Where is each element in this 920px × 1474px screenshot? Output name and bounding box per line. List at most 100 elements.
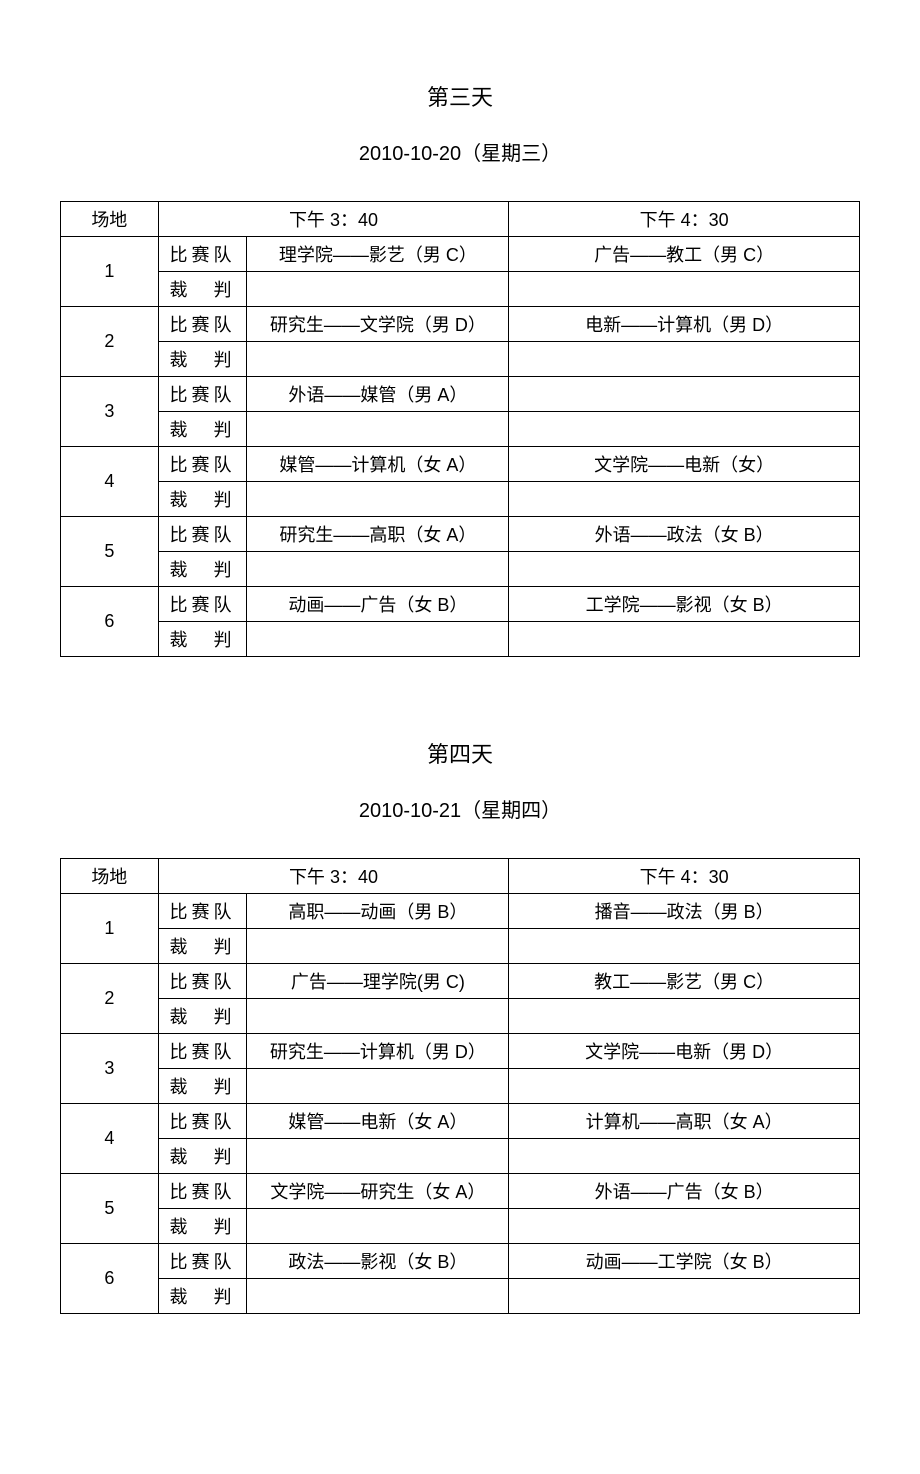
venue-number: 4 (61, 1104, 159, 1174)
referee-cell (247, 1279, 509, 1314)
table-row: 2比赛队广告——理学院(男 C)教工——影艺（男 C） (61, 964, 860, 999)
match-cell: 文学院——电新（男 D） (509, 1034, 860, 1069)
match-cell: 研究生——文学院（男 D） (247, 307, 509, 342)
referee-cell (509, 999, 860, 1034)
match-cell: 媒管——电新（女 A） (247, 1104, 509, 1139)
match-cell: 计算机——高职（女 A） (509, 1104, 860, 1139)
day3-section: 第三天 2010-10-20（星期三） 场地 下午 3：40 下午 4：30 1… (60, 80, 860, 657)
row-type-match: 比赛队 (158, 894, 247, 929)
referee-cell (247, 272, 509, 307)
venue-header: 场地 (61, 202, 159, 237)
referee-cell (509, 1209, 860, 1244)
row-type-match: 比赛队 (158, 517, 247, 552)
match-cell: 文学院——电新（女） (509, 447, 860, 482)
day4-table: 场地 下午 3：40 下午 4：30 1比赛队高职——动画（男 B）播音——政法… (60, 858, 860, 1314)
venue-number: 1 (61, 237, 159, 307)
row-type-match: 比赛队 (158, 447, 247, 482)
day4-section: 第四天 2010-10-21（星期四） 场地 下午 3：40 下午 4：30 1… (60, 737, 860, 1314)
match-cell: 工学院——影视（女 B） (509, 587, 860, 622)
row-type-referee: 裁 判 (158, 552, 247, 587)
row-type-referee: 裁 判 (158, 272, 247, 307)
match-cell: 播音——政法（男 B） (509, 894, 860, 929)
venue-number: 2 (61, 307, 159, 377)
row-type-match: 比赛队 (158, 1104, 247, 1139)
referee-cell (509, 412, 860, 447)
match-cell: 动画——广告（女 B） (247, 587, 509, 622)
time2-header: 下午 4：30 (509, 859, 860, 894)
match-cell: 媒管——计算机（女 A） (247, 447, 509, 482)
referee-cell (247, 1209, 509, 1244)
day3-title: 第三天 (60, 80, 860, 112)
referee-cell (509, 482, 860, 517)
table-header-row: 场地 下午 3：40 下午 4：30 (61, 202, 860, 237)
match-cell (509, 377, 860, 412)
match-cell: 外语——广告（女 B） (509, 1174, 860, 1209)
match-cell: 广告——理学院(男 C) (247, 964, 509, 999)
venue-header: 场地 (61, 859, 159, 894)
row-type-match: 比赛队 (158, 587, 247, 622)
table-row: 2比赛队研究生——文学院（男 D）电新——计算机（男 D） (61, 307, 860, 342)
referee-cell (247, 999, 509, 1034)
referee-cell (509, 1279, 860, 1314)
referee-cell (509, 342, 860, 377)
table-row: 6比赛队政法——影视（女 B）动画——工学院（女 B） (61, 1244, 860, 1279)
row-type-referee: 裁 判 (158, 412, 247, 447)
referee-cell (509, 1139, 860, 1174)
row-type-referee: 裁 判 (158, 482, 247, 517)
row-type-match: 比赛队 (158, 1244, 247, 1279)
day4-title: 第四天 (60, 737, 860, 769)
match-cell: 动画——工学院（女 B） (509, 1244, 860, 1279)
table-row: 6比赛队动画——广告（女 B）工学院——影视（女 B） (61, 587, 860, 622)
table-row: 裁 判 (61, 929, 860, 964)
time2-header: 下午 4：30 (509, 202, 860, 237)
venue-number: 4 (61, 447, 159, 517)
match-cell: 教工——影艺（男 C） (509, 964, 860, 999)
table-row: 5比赛队研究生——高职（女 A）外语——政法（女 B） (61, 517, 860, 552)
referee-cell (509, 1069, 860, 1104)
referee-cell (247, 552, 509, 587)
table-row: 裁 判 (61, 1139, 860, 1174)
table-row: 3比赛队外语——媒管（男 A） (61, 377, 860, 412)
time1-header: 下午 3：40 (158, 859, 509, 894)
row-type-referee: 裁 判 (158, 1139, 247, 1174)
day3-table: 场地 下午 3：40 下午 4：30 1比赛队理学院——影艺（男 C）广告——教… (60, 201, 860, 657)
table-row: 裁 判 (61, 412, 860, 447)
referee-cell (509, 552, 860, 587)
row-type-referee: 裁 判 (158, 1069, 247, 1104)
row-type-match: 比赛队 (158, 237, 247, 272)
venue-number: 1 (61, 894, 159, 964)
match-cell: 研究生——计算机（男 D） (247, 1034, 509, 1069)
table-row: 4比赛队媒管——电新（女 A）计算机——高职（女 A） (61, 1104, 860, 1139)
match-cell: 理学院——影艺（男 C） (247, 237, 509, 272)
referee-cell (509, 622, 860, 657)
match-cell: 广告——教工（男 C） (509, 237, 860, 272)
table-row: 裁 判 (61, 1069, 860, 1104)
match-cell: 文学院——研究生（女 A） (247, 1174, 509, 1209)
table-row: 5比赛队文学院——研究生（女 A）外语——广告（女 B） (61, 1174, 860, 1209)
table-row: 裁 判 (61, 272, 860, 307)
referee-cell (509, 929, 860, 964)
row-type-referee: 裁 判 (158, 999, 247, 1034)
match-cell: 外语——政法（女 B） (509, 517, 860, 552)
day4-date: 2010-10-21（星期四） (60, 794, 860, 823)
venue-number: 3 (61, 1034, 159, 1104)
referee-cell (247, 1069, 509, 1104)
row-type-referee: 裁 判 (158, 1279, 247, 1314)
table-row: 裁 判 (61, 622, 860, 657)
referee-cell (247, 342, 509, 377)
table-row: 裁 判 (61, 999, 860, 1034)
table-row: 裁 判 (61, 1209, 860, 1244)
row-type-referee: 裁 判 (158, 929, 247, 964)
row-type-referee: 裁 判 (158, 342, 247, 377)
row-type-referee: 裁 判 (158, 622, 247, 657)
venue-number: 3 (61, 377, 159, 447)
match-cell: 高职——动画（男 B） (247, 894, 509, 929)
row-type-referee: 裁 判 (158, 1209, 247, 1244)
table-row: 1比赛队理学院——影艺（男 C）广告——教工（男 C） (61, 237, 860, 272)
match-cell: 电新——计算机（男 D） (509, 307, 860, 342)
referee-cell (247, 482, 509, 517)
referee-cell (247, 1139, 509, 1174)
venue-number: 6 (61, 1244, 159, 1314)
day3-date: 2010-10-20（星期三） (60, 137, 860, 166)
table-row: 3比赛队研究生——计算机（男 D）文学院——电新（男 D） (61, 1034, 860, 1069)
